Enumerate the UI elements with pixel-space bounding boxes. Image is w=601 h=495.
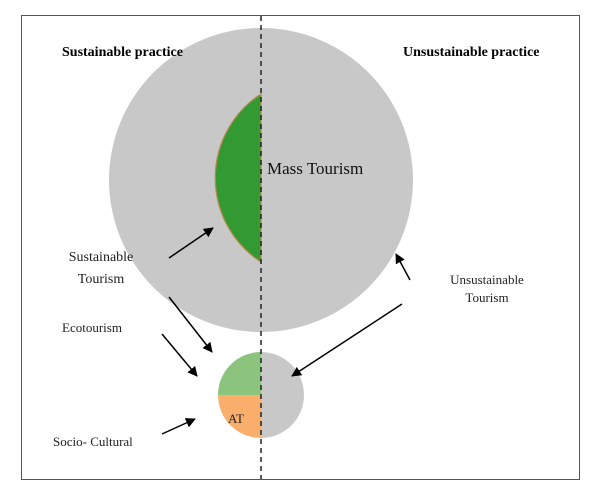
- label-unsustainable-tourism-line2: Tourism: [465, 290, 508, 305]
- label-unsustainable-tourism-line1: Unsustainable: [450, 272, 524, 287]
- arrow-sustainable-to-mass: [168, 227, 214, 259]
- unsustainable-half-small: [261, 352, 304, 438]
- sustainable-share-lens: [214, 92, 262, 264]
- arrow-unsustainable-to-at: [291, 303, 403, 377]
- arrow-sustainable-to-at: [168, 296, 213, 353]
- label-mass-tourism: Mass Tourism: [267, 159, 363, 178]
- arrow-sociocultural-to-at: [161, 418, 196, 435]
- heading-unsustainable-practice: Unsustainable practice: [403, 45, 540, 60]
- label-ecotourism: Ecotourism: [62, 320, 122, 335]
- label-at: AT: [228, 411, 244, 426]
- label-sustainable-tourism-line2: Tourism: [78, 272, 125, 287]
- arrow-unsustainable-to-mass: [395, 253, 411, 281]
- heading-sustainable-practice: Sustainable practice: [62, 45, 183, 60]
- label-socio-cultural: Socio- Cultural: [53, 434, 133, 449]
- label-sustainable-tourism-line1: Sustainable: [69, 250, 134, 265]
- arrow-ecotourism-to-at: [161, 333, 198, 377]
- socio-cultural-quadrant: [218, 395, 261, 438]
- ecotourism-quadrant: [218, 352, 261, 395]
